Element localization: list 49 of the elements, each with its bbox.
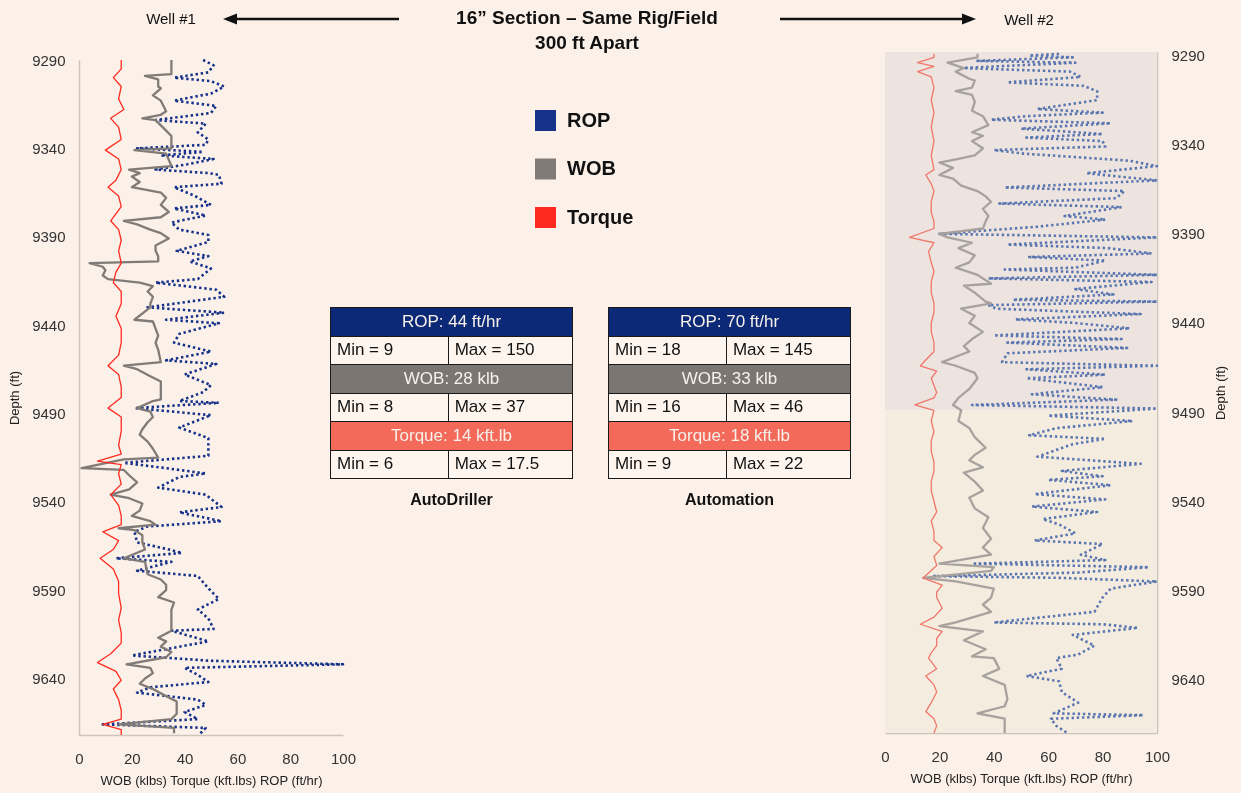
y-tick-label: 9440 <box>32 316 66 334</box>
y-tick-label: 9290 <box>32 51 66 69</box>
x-tick-label: 40 <box>176 749 194 767</box>
y2-tick-label: 9440 <box>1171 314 1205 332</box>
annotation: Min = 6 <box>330 450 449 479</box>
y2-tick-label: 9340 <box>1171 136 1205 154</box>
x-tick-label: 20 <box>123 749 141 767</box>
x-tick-label: 80 <box>282 749 300 767</box>
x-tick-label: 80 <box>1094 747 1112 765</box>
y-tick-label: 9590 <box>32 581 66 599</box>
y2-tick-label: 9590 <box>1171 581 1205 599</box>
line-series <box>908 53 943 734</box>
y-tick-label: 9640 <box>32 669 66 687</box>
text: AutoDriller <box>409 490 494 510</box>
x-tick-label: 0 <box>75 749 84 767</box>
line-series <box>921 52 1009 735</box>
y-tick-label: 9490 <box>32 404 66 422</box>
summary-table: ROP: 70 ft/hr Min = 18 Max = 145 WOB: 33 klb Min = 16 Max = 46 Torque: 18 kft.lb Min = 9 Max = 22 <box>608 307 851 479</box>
line-series <box>96 59 125 736</box>
y-tick-label: 9390 <box>32 228 66 246</box>
x-tick-label: 60 <box>1040 747 1058 765</box>
legend-label: WOB <box>567 157 616 179</box>
x-tick-label: 40 <box>985 747 1003 765</box>
legend-label: ROP <box>567 108 611 131</box>
chart-title: Well #1 <box>146 10 196 27</box>
legend-label: Torque <box>567 205 634 228</box>
y2-tick-label: 9290 <box>1171 47 1205 65</box>
x-tick-label: 100 <box>1144 747 1171 765</box>
x-tick-label: 0 <box>881 747 890 765</box>
y-tick-label: 9540 <box>32 493 66 511</box>
x-tick-label: 20 <box>931 747 949 765</box>
x-tick-label: 100 <box>330 749 357 767</box>
annotation: Min = 8 <box>330 393 449 422</box>
chart-title: Well #2 <box>1004 10 1054 28</box>
text: Automation <box>684 490 775 510</box>
annotation: Min = 9 <box>330 336 449 365</box>
summary-table: ROP: 44 ft/hr Min = 9 Max = 150 WOB: 28 klb Min = 8 Max = 37 Torque: 14 kft.lb Min = 6 Max = 17.5 <box>330 307 573 479</box>
y-axis-title: Depth (ft) <box>7 370 23 426</box>
x-axis-title: WOB (klbs) Torque (kft.lbs) ROP (ft/hr) <box>910 770 1133 786</box>
y2-tick-label: 9640 <box>1171 671 1205 689</box>
x-axis-title: WOB (klbs) Torque (kft.lbs) ROP (ft/hr) <box>100 772 323 788</box>
text: 16” Section – Same Rig/Field <box>455 6 719 30</box>
y2-axis-title: Depth (ft) <box>1212 365 1228 421</box>
y-tick-label: 9340 <box>32 139 66 157</box>
text: 300 ft Apart <box>534 31 640 55</box>
y2-tick-label: 9490 <box>1171 403 1205 421</box>
y2-tick-label: 9390 <box>1171 225 1205 243</box>
x-tick-label: 60 <box>229 749 247 767</box>
y2-tick-label: 9540 <box>1171 492 1205 510</box>
